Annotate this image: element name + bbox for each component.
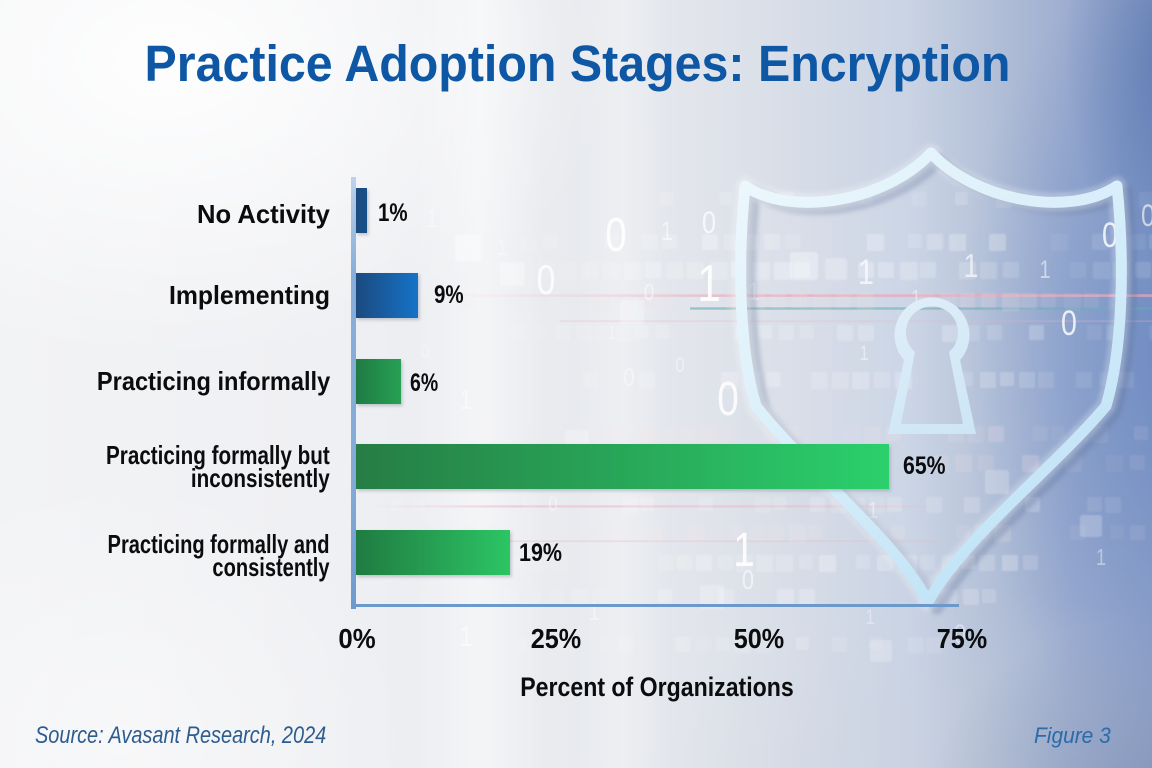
svg-text:0: 0 <box>548 493 557 516</box>
svg-text:0: 0 <box>421 341 429 362</box>
svg-text:1: 1 <box>1096 545 1106 570</box>
svg-text:1: 1 <box>661 217 673 247</box>
svg-text:0: 0 <box>623 363 634 392</box>
svg-text:1: 1 <box>497 235 507 260</box>
svg-text:0: 0 <box>742 566 754 596</box>
svg-text:0: 0 <box>1141 198 1152 233</box>
svg-text:0: 0 <box>605 209 626 262</box>
svg-text:1: 1 <box>608 322 616 343</box>
svg-text:0: 0 <box>717 373 738 426</box>
svg-text:1: 1 <box>588 597 599 626</box>
svg-text:0: 0 <box>954 620 966 650</box>
svg-text:0: 0 <box>537 258 556 304</box>
svg-text:1: 1 <box>697 255 720 313</box>
svg-text:0: 0 <box>702 205 716 240</box>
svg-text:1: 1 <box>460 386 472 416</box>
svg-text:1: 1 <box>865 606 874 629</box>
svg-text:1: 1 <box>733 524 754 577</box>
svg-text:0: 0 <box>644 280 654 305</box>
svg-text:1: 1 <box>426 204 437 233</box>
svg-text:0: 0 <box>675 354 684 377</box>
svg-text:1: 1 <box>459 620 472 653</box>
